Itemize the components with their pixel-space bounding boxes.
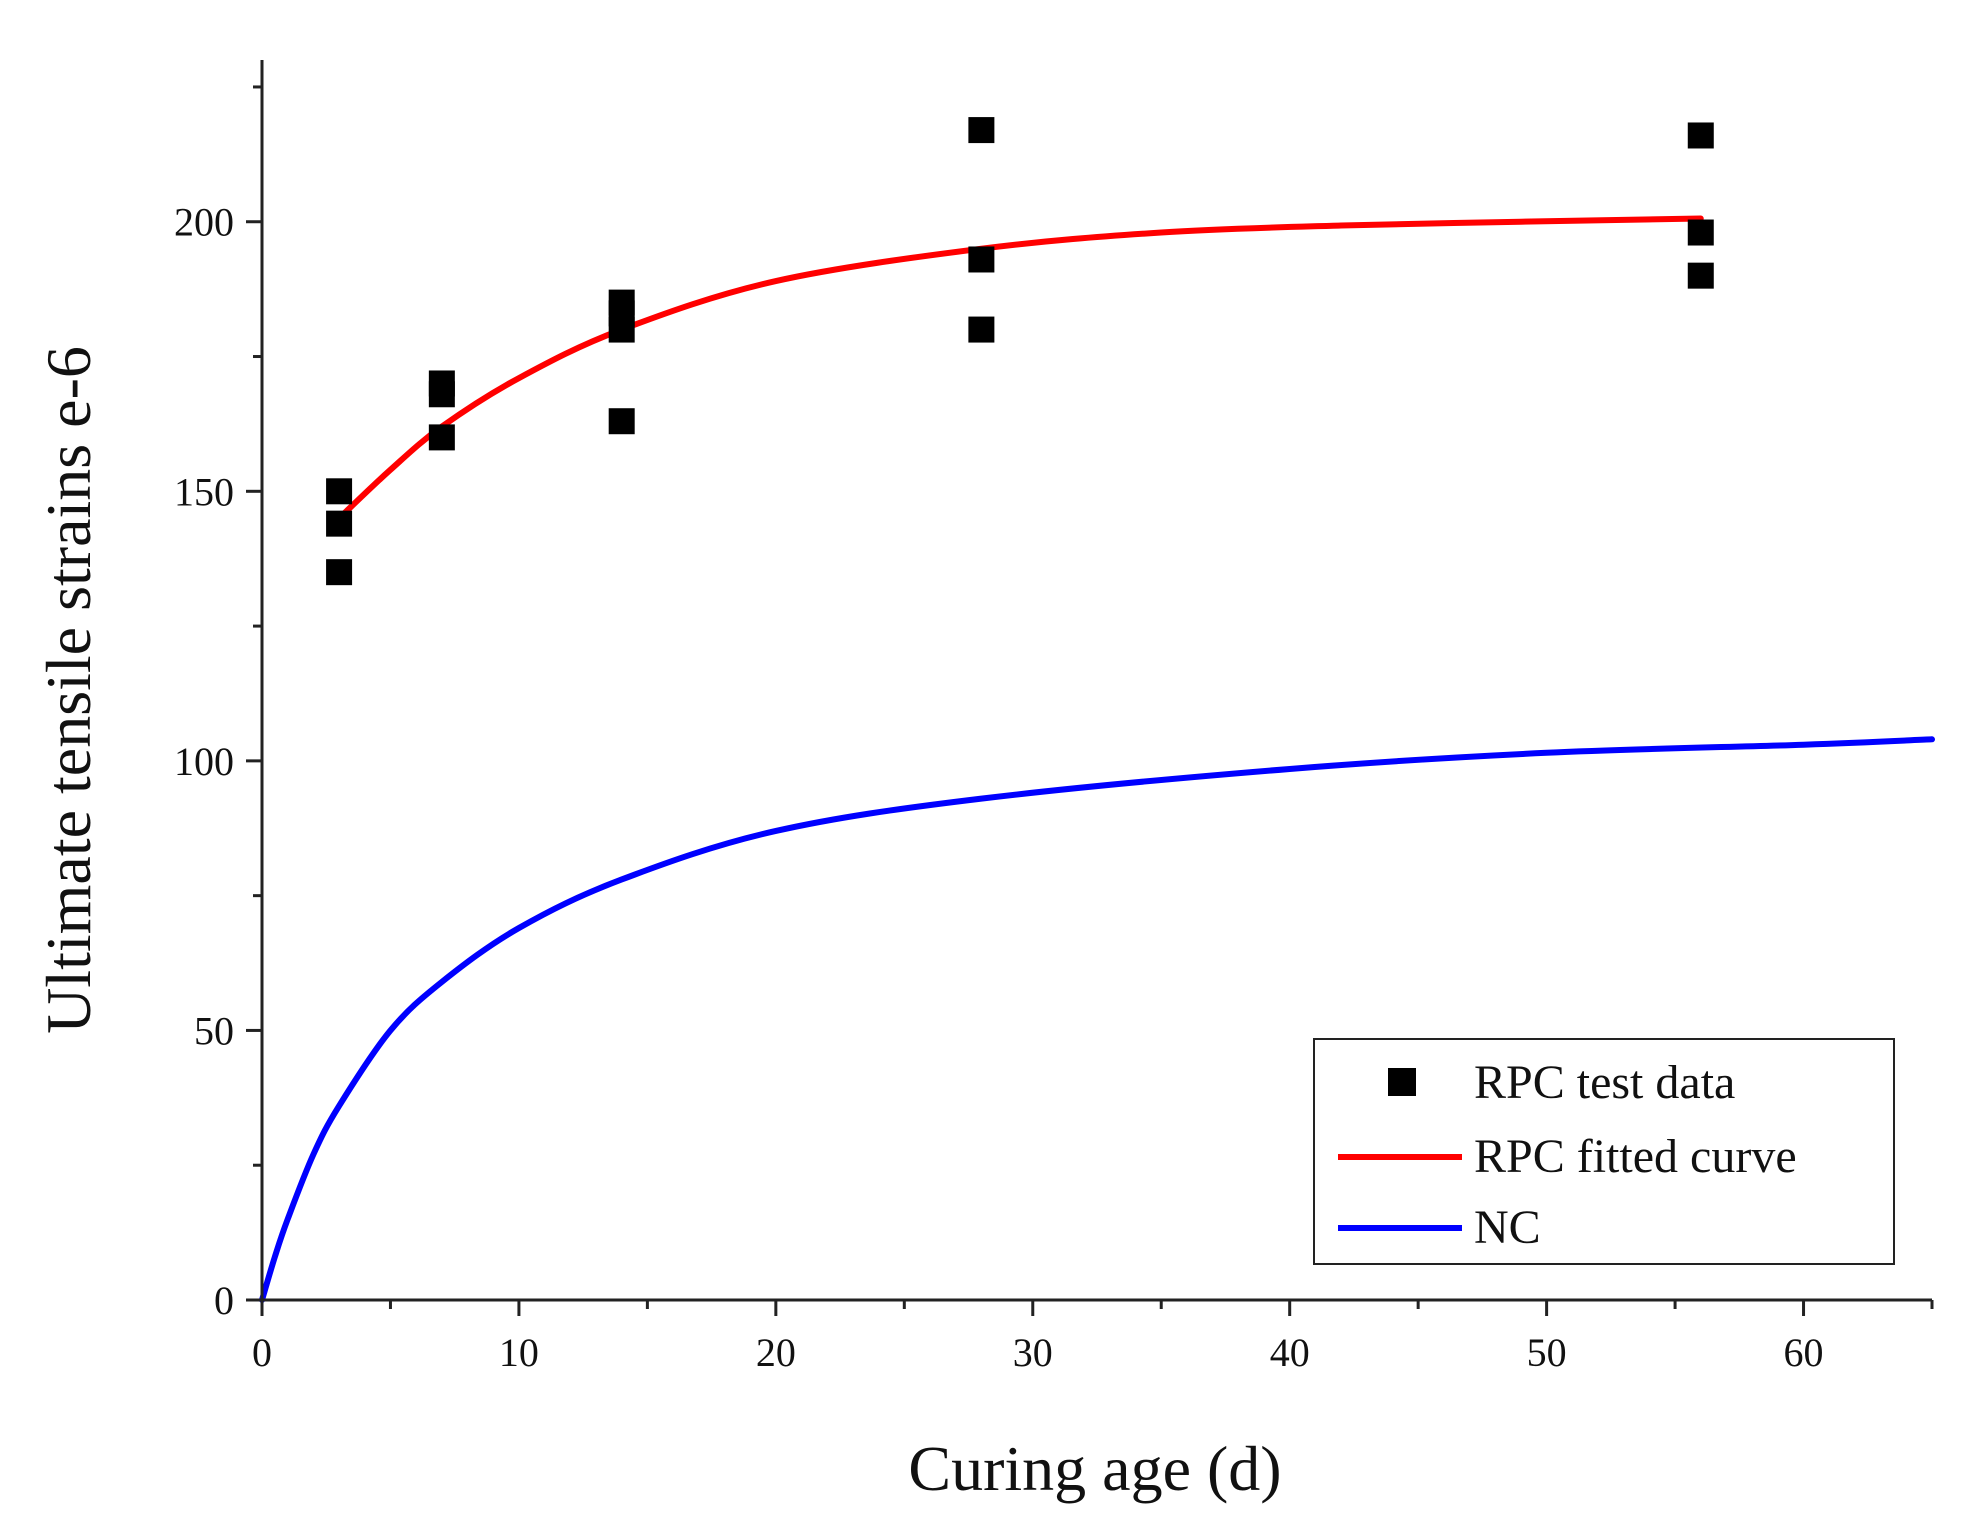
x-tick-label: 60 — [1784, 1330, 1824, 1375]
x-tick-label: 40 — [1270, 1330, 1310, 1375]
data-point — [1687, 122, 1714, 149]
x-axis-title: Curing age (d) — [908, 1433, 1281, 1504]
legend-marker-rpc-test-data — [1388, 1068, 1416, 1096]
x-tick-label: 20 — [756, 1330, 796, 1375]
data-point — [968, 316, 995, 343]
legend-label-nc: NC — [1474, 1201, 1541, 1254]
plot-area: 0 10 20 30 40 50 60 0 50 100 150 200 — [174, 60, 1935, 1375]
y-tick-label: 100 — [174, 739, 234, 784]
data-point — [968, 117, 995, 144]
data-point — [1687, 262, 1714, 289]
series-line-nc — [259, 736, 1935, 1303]
data-point — [608, 316, 635, 343]
data-point — [428, 424, 455, 451]
data-point — [608, 408, 635, 435]
data-point — [1687, 219, 1714, 246]
series-line-rpc-fitted-curve — [336, 215, 1704, 522]
x-tick-label: 10 — [499, 1330, 539, 1375]
x-tick-label: 0 — [252, 1330, 272, 1375]
legend-label-rpc-fitted-curve: RPC fitted curve — [1474, 1130, 1797, 1183]
y-tick-label: 200 — [174, 200, 234, 245]
y-tick-label: 150 — [174, 469, 234, 514]
y-tick-label: 50 — [194, 1008, 234, 1053]
data-point — [326, 559, 353, 586]
data-point — [326, 478, 353, 505]
x-tick-label: 50 — [1527, 1330, 1567, 1375]
data-point — [326, 510, 353, 537]
legend: RPC test data RPC fitted curve NC — [1313, 1038, 1895, 1265]
data-point — [968, 246, 995, 273]
y-axis-title: Ultimate tensile strains e-6 — [33, 346, 104, 1034]
x-tick-label: 30 — [1013, 1330, 1053, 1375]
data-point — [428, 381, 455, 408]
legend-label-rpc-test-data: RPC test data — [1474, 1056, 1735, 1109]
y-tick-label: 0 — [214, 1278, 234, 1323]
